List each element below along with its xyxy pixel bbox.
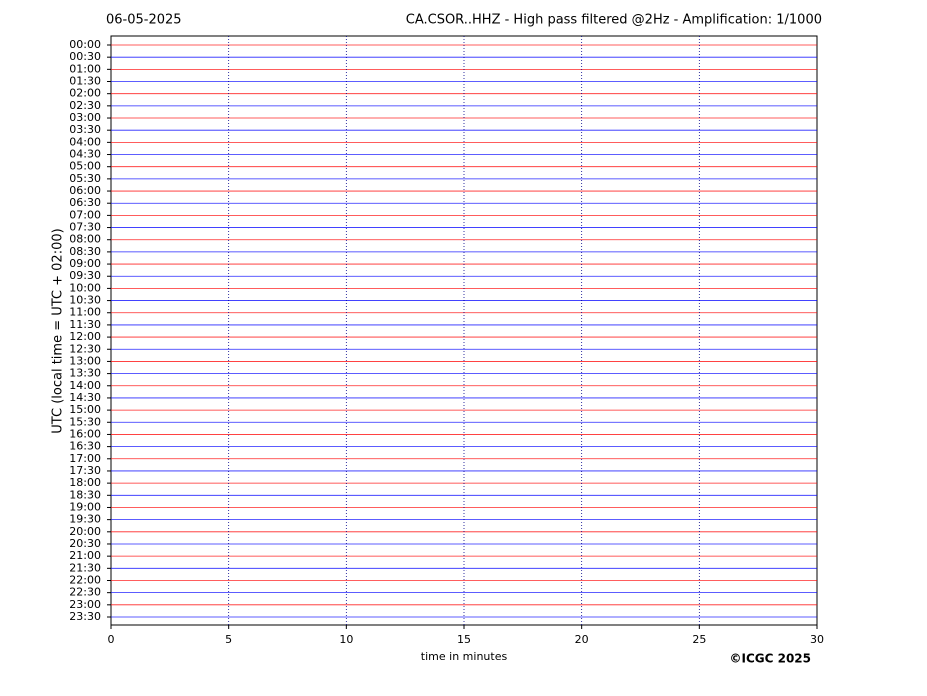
y-tick-label: 21:00 <box>69 549 101 562</box>
y-tick-label: 13:00 <box>69 354 101 367</box>
y-tick-label: 18:00 <box>69 476 101 489</box>
y-tick-label: 15:30 <box>69 415 101 428</box>
y-tick-label: 04:00 <box>69 135 101 148</box>
y-tick-label: 05:00 <box>69 160 101 173</box>
y-tick-label: 00:00 <box>69 38 101 51</box>
y-tick-label: 14:30 <box>69 391 101 404</box>
y-tick-label: 22:30 <box>69 586 101 599</box>
y-tick-label: 17:00 <box>69 452 101 465</box>
y-tick-label: 02:00 <box>69 87 101 100</box>
credit: ©ICGC 2025 <box>729 652 811 666</box>
y-tick-label: 10:00 <box>69 281 101 294</box>
x-tick-label: 25 <box>692 633 706 646</box>
x-tick-label: 15 <box>457 633 471 646</box>
x-tick-label: 5 <box>225 633 232 646</box>
y-tick-label: 08:00 <box>69 233 101 246</box>
y-tick-label: 07:30 <box>69 221 101 234</box>
chart-date: 06-05-2025 <box>106 13 182 28</box>
y-tick-label: 22:00 <box>69 573 101 586</box>
y-tick-label: 14:00 <box>69 379 101 392</box>
x-tick-label: 20 <box>575 633 589 646</box>
y-tick-label: 18:30 <box>69 488 101 501</box>
y-tick-label: 16:00 <box>69 427 101 440</box>
y-tick-label: 06:00 <box>69 184 101 197</box>
y-tick-label: 19:30 <box>69 513 101 526</box>
y-tick-label: 15:00 <box>69 403 101 416</box>
y-tick-label: 12:00 <box>69 330 101 343</box>
x-tick-label: 30 <box>810 633 824 646</box>
chart-title: CA.CSOR..HHZ - High pass filtered @2Hz -… <box>406 13 822 28</box>
y-tick-label: 01:00 <box>69 62 101 75</box>
y-tick-label: 17:30 <box>69 464 101 477</box>
x-tick-label: 10 <box>339 633 353 646</box>
y-tick-label: 08:30 <box>69 245 101 258</box>
y-tick-label: 03:30 <box>69 123 101 136</box>
y-tick-label: 13:30 <box>69 367 101 380</box>
y-tick-label: 19:00 <box>69 500 101 513</box>
y-tick-label: 11:00 <box>69 306 101 319</box>
y-tick-label: 00:30 <box>69 50 101 63</box>
y-tick-label: 07:00 <box>69 208 101 221</box>
y-tick-label: 02:30 <box>69 99 101 112</box>
x-axis-label: time in minutes <box>421 650 508 663</box>
y-tick-label: 10:30 <box>69 294 101 307</box>
y-tick-label: 23:30 <box>69 610 101 623</box>
y-tick-label: 11:30 <box>69 318 101 331</box>
y-tick-label: 01:30 <box>69 75 101 88</box>
y-tick-label: 16:30 <box>69 440 101 453</box>
y-tick-label: 09:00 <box>69 257 101 270</box>
y-tick-label: 04:30 <box>69 148 101 161</box>
y-tick-label: 21:30 <box>69 561 101 574</box>
y-tick-label: 06:30 <box>69 196 101 209</box>
y-tick-label: 23:00 <box>69 598 101 611</box>
x-tick-label: 0 <box>108 633 115 646</box>
y-tick-label: 20:00 <box>69 525 101 538</box>
y-tick-label: 09:30 <box>69 269 101 282</box>
y-tick-label: 05:30 <box>69 172 101 185</box>
y-tick-label: 20:30 <box>69 537 101 550</box>
y-axis-label: UTC (local time = UTC + 02:00) <box>51 228 66 433</box>
y-tick-label: 03:00 <box>69 111 101 124</box>
y-tick-label: 12:30 <box>69 342 101 355</box>
